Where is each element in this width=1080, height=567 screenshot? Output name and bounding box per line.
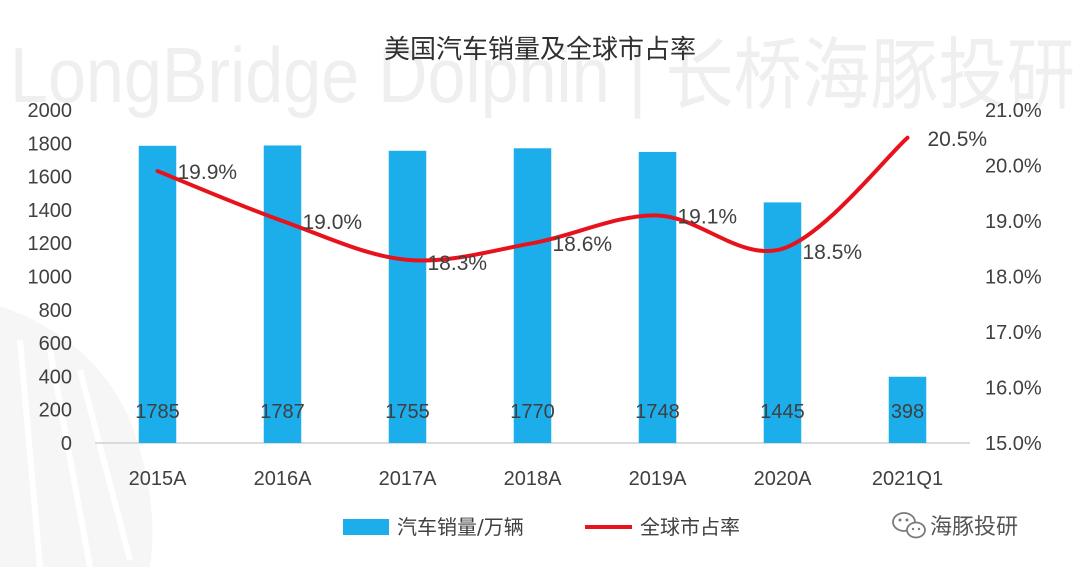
y-left-tick-label: 1400 bbox=[28, 200, 73, 222]
line-value-label: 18.3% bbox=[428, 252, 488, 275]
wechat-icon bbox=[892, 512, 926, 539]
x-tick-label: 2018A bbox=[504, 468, 562, 490]
line-series bbox=[155, 135, 910, 263]
y-left-tick-label: 1200 bbox=[28, 233, 73, 255]
bar bbox=[888, 376, 927, 443]
bar-labels: 1785 1787 1755 1770 1748 1445 398 bbox=[135, 401, 924, 423]
watermark-text: LongBridge Dolphin | 长桥海豚投研 bbox=[10, 31, 1075, 119]
line-value-label: 18.5% bbox=[803, 241, 863, 264]
bar-value-label: 1445 bbox=[760, 401, 805, 423]
bar bbox=[513, 148, 552, 444]
x-tick-label: 2016A bbox=[254, 468, 312, 490]
y-left-tick-label: 400 bbox=[39, 366, 72, 388]
bar-value-label: 1770 bbox=[510, 401, 555, 423]
x-tick-label: 2020A bbox=[754, 468, 812, 490]
chart-title: 美国汽车销量及全球市占率 bbox=[384, 35, 696, 65]
bar bbox=[388, 150, 427, 444]
line-value-label: 19.0% bbox=[303, 211, 363, 234]
bar-value-label: 398 bbox=[891, 401, 924, 423]
line-value-label: 19.9% bbox=[178, 161, 238, 184]
bar-value-label: 1755 bbox=[385, 401, 430, 423]
y-right-tick-label: 15.0% bbox=[985, 433, 1042, 455]
watermark-logo bbox=[0, 306, 153, 567]
line-value-label: 20.5% bbox=[928, 128, 988, 151]
y-left-tick-label: 2000 bbox=[28, 100, 73, 122]
y-left-tick-label: 1600 bbox=[28, 167, 73, 189]
x-tick-label: 2017A bbox=[379, 468, 437, 490]
bar-value-label: 1785 bbox=[135, 401, 180, 423]
y-right-tick-label: 21.0% bbox=[985, 100, 1042, 122]
y-left-tick-label: 600 bbox=[39, 333, 72, 355]
x-tick-label: 2015A bbox=[129, 468, 187, 490]
y-left-tick-label: 800 bbox=[39, 300, 72, 322]
bar bbox=[638, 151, 677, 443]
y-left-tick-label: 0 bbox=[61, 433, 72, 455]
y-left-tick-label: 1800 bbox=[28, 133, 73, 155]
legend-label-line: 全球市占率 bbox=[640, 515, 740, 539]
x-tick-label: 2019A bbox=[629, 468, 687, 490]
left-axis: 0 200 400 600 800 1000 1200 1400 1600 1800 2000 bbox=[28, 100, 73, 455]
bar bbox=[263, 145, 302, 444]
watermark: LongBridge Dolphin | 长桥海豚投研 bbox=[0, 31, 1075, 567]
legend-label-bar: 汽车销量/万辆 bbox=[397, 515, 524, 539]
line-labels: 19.9% 19.0% 18.3% 18.6% 19.1% 18.5% 20.5% bbox=[178, 128, 988, 275]
y-left-tick-label: 200 bbox=[39, 400, 72, 422]
y-right-tick-label: 16.0% bbox=[985, 378, 1042, 400]
bar bbox=[138, 145, 177, 444]
brand-text: 海豚投研 bbox=[930, 515, 1018, 540]
legend: 汽车销量/万辆 全球市占率 bbox=[343, 515, 740, 539]
y-right-tick-label: 19.0% bbox=[985, 211, 1042, 233]
right-axis: 15.0% 16.0% 17.0% 18.0% 19.0% 20.0% 21.0% bbox=[985, 100, 1042, 455]
y-right-tick-label: 18.0% bbox=[985, 267, 1042, 289]
legend-swatch-bar bbox=[343, 519, 389, 535]
y-left-tick-label: 1000 bbox=[28, 267, 73, 289]
brand-mark: 海豚投研 bbox=[892, 512, 1018, 540]
y-right-tick-label: 20.0% bbox=[985, 156, 1042, 178]
line-value-label: 19.1% bbox=[678, 205, 738, 228]
x-tick-label: 2021Q1 bbox=[872, 468, 943, 490]
bar-series bbox=[138, 145, 927, 444]
x-axis: 2015A 2016A 2017A 2018A 2019A 2020A 2021Q1 bbox=[129, 468, 944, 490]
share-line bbox=[155, 135, 910, 263]
line-value-label: 18.6% bbox=[553, 233, 613, 256]
bar-value-label: 1787 bbox=[260, 401, 305, 423]
y-right-tick-label: 17.0% bbox=[985, 322, 1042, 344]
bar-value-label: 1748 bbox=[635, 401, 680, 423]
